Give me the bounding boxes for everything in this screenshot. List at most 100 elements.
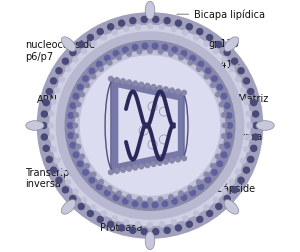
Circle shape: [188, 186, 193, 191]
Circle shape: [211, 84, 215, 88]
Circle shape: [123, 199, 128, 204]
Circle shape: [164, 227, 170, 233]
Circle shape: [46, 157, 52, 163]
Circle shape: [70, 50, 76, 56]
Circle shape: [139, 83, 144, 87]
Circle shape: [247, 123, 252, 129]
Circle shape: [130, 19, 136, 25]
Circle shape: [162, 45, 168, 51]
Text: nucleocápside
p6/p7: nucleocápside p6/p7: [25, 39, 95, 70]
Circle shape: [97, 216, 103, 223]
Circle shape: [198, 184, 204, 190]
Circle shape: [66, 180, 71, 185]
Circle shape: [246, 112, 251, 117]
Circle shape: [133, 82, 137, 86]
Circle shape: [48, 123, 53, 129]
Circle shape: [224, 143, 230, 148]
Circle shape: [244, 147, 249, 152]
Circle shape: [87, 211, 93, 217]
Circle shape: [226, 133, 232, 139]
Circle shape: [243, 167, 250, 173]
Circle shape: [238, 178, 244, 184]
Circle shape: [160, 222, 164, 227]
Circle shape: [246, 135, 251, 140]
Circle shape: [212, 77, 217, 82]
Circle shape: [207, 35, 213, 41]
Circle shape: [164, 160, 168, 165]
Circle shape: [136, 25, 140, 30]
Circle shape: [130, 227, 136, 233]
Circle shape: [56, 68, 62, 74]
Circle shape: [216, 155, 220, 159]
Circle shape: [224, 104, 230, 109]
Circle shape: [224, 196, 230, 202]
Circle shape: [109, 170, 113, 175]
Circle shape: [160, 25, 164, 30]
Circle shape: [212, 170, 217, 175]
Circle shape: [101, 36, 106, 41]
Circle shape: [55, 88, 60, 93]
Circle shape: [117, 56, 121, 61]
Circle shape: [169, 195, 173, 200]
Circle shape: [221, 152, 227, 158]
Circle shape: [152, 44, 158, 50]
Circle shape: [41, 123, 47, 129]
Circle shape: [251, 100, 257, 106]
Circle shape: [248, 89, 254, 95]
Circle shape: [153, 229, 159, 235]
Circle shape: [104, 190, 110, 196]
Circle shape: [216, 204, 222, 210]
Circle shape: [204, 75, 209, 80]
Circle shape: [182, 91, 186, 96]
Circle shape: [124, 27, 129, 32]
Circle shape: [107, 186, 112, 191]
Circle shape: [148, 223, 152, 228]
Circle shape: [132, 45, 138, 51]
Circle shape: [77, 85, 83, 90]
Circle shape: [162, 201, 168, 207]
Ellipse shape: [145, 2, 155, 20]
Circle shape: [172, 48, 177, 53]
Circle shape: [204, 172, 209, 177]
Circle shape: [127, 81, 131, 85]
Circle shape: [85, 164, 89, 168]
Circle shape: [108, 25, 114, 31]
Circle shape: [164, 19, 170, 25]
Circle shape: [197, 216, 203, 223]
Circle shape: [62, 187, 68, 193]
Circle shape: [99, 68, 103, 72]
Circle shape: [188, 61, 193, 66]
Circle shape: [96, 184, 102, 190]
Circle shape: [145, 163, 150, 168]
Circle shape: [139, 127, 148, 136]
Circle shape: [182, 156, 186, 161]
Circle shape: [142, 202, 148, 208]
Circle shape: [222, 189, 227, 194]
Circle shape: [141, 229, 147, 235]
Circle shape: [158, 50, 163, 55]
Circle shape: [179, 191, 183, 196]
Text: Transcriptasa
inversa: Transcriptasa inversa: [25, 159, 90, 188]
Circle shape: [91, 205, 96, 210]
Circle shape: [127, 195, 131, 200]
Circle shape: [176, 158, 180, 162]
Circle shape: [74, 113, 78, 118]
Circle shape: [66, 67, 71, 72]
Circle shape: [73, 58, 78, 63]
Circle shape: [227, 123, 233, 129]
Circle shape: [148, 49, 152, 54]
Circle shape: [82, 198, 87, 203]
Circle shape: [136, 222, 140, 227]
Circle shape: [107, 61, 112, 66]
Circle shape: [219, 145, 224, 149]
Circle shape: [198, 62, 204, 68]
Circle shape: [238, 68, 244, 74]
Circle shape: [65, 42, 235, 210]
Circle shape: [50, 79, 57, 85]
Circle shape: [62, 59, 68, 65]
Circle shape: [77, 162, 83, 167]
Circle shape: [91, 42, 96, 47]
Circle shape: [240, 159, 245, 164]
Circle shape: [222, 58, 227, 63]
Circle shape: [51, 147, 56, 152]
